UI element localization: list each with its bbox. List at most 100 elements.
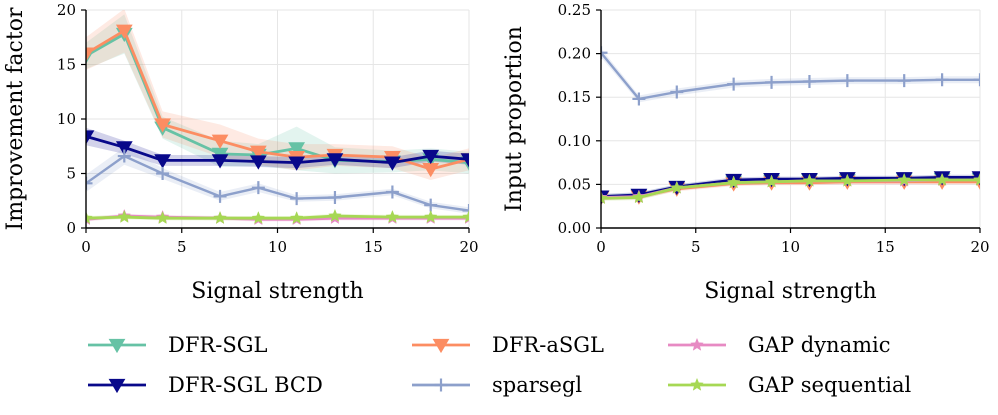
point-GAP sequential xyxy=(155,211,170,225)
legend: DFR-SGL DFR-aSGL GAP dynamic DFR-SGL BCD spa… xyxy=(88,333,912,397)
point-GAP sequential xyxy=(802,173,817,187)
series-line-GAP sequential xyxy=(86,214,469,220)
x-axis-label: Signal strength xyxy=(704,279,876,304)
y-tick-label: 15 xyxy=(57,56,76,74)
point-sparsegl xyxy=(632,92,646,106)
point-GAP sequential xyxy=(251,211,266,225)
point-DFR-aSGL xyxy=(86,47,95,62)
point-sparsegl xyxy=(670,85,684,99)
point-sparsegl xyxy=(765,75,779,89)
legend-marker xyxy=(434,378,448,392)
chart-panel-right: 0 5 10 15 20 0.00 0.05 0.10 0.15 0.20 0.25 Signal s… xyxy=(502,1,990,304)
point-DFR-SGL BCD xyxy=(422,149,440,165)
point-DFR-SGL BCD xyxy=(384,156,401,171)
point-DFR-SGL BCD xyxy=(249,155,267,170)
point-GAP sequential xyxy=(897,172,912,186)
x-tick-label: 0 xyxy=(81,238,91,256)
point-DFR-SGL BCD xyxy=(326,153,344,168)
x-tick-label: 10 xyxy=(781,238,800,256)
point-GAP sequential xyxy=(385,209,400,223)
series-line-sparsegl xyxy=(601,51,980,101)
band-DFR-SGL xyxy=(86,14,469,174)
y-tick-label: 20 xyxy=(57,1,76,19)
legend-label: DFR-aSGL xyxy=(492,333,604,357)
point-sparsegl xyxy=(251,181,265,195)
point-sparsegl xyxy=(601,46,608,60)
point-sparsegl xyxy=(727,77,741,91)
point-sparsegl xyxy=(86,176,93,190)
band-DFR-SGL BCD xyxy=(86,127,469,169)
y-tick-label: 0.00 xyxy=(558,219,591,237)
point-DFR-SGL BCD xyxy=(460,153,469,168)
legend-entry-DFR-SGL BCD: DFR-SGL BCD xyxy=(88,373,323,397)
y-tick-label: 0.15 xyxy=(558,88,591,106)
point-DFR-SGL BCD xyxy=(115,141,133,156)
x-tick-label: 10 xyxy=(268,238,287,256)
legend-label: DFR-SGL BCD xyxy=(168,373,323,397)
point-GAP sequential xyxy=(601,191,608,205)
y-tick-label: 0.10 xyxy=(558,132,591,150)
point-GAP sequential xyxy=(86,211,93,225)
x-tick-label: 15 xyxy=(876,238,895,256)
legend-marker xyxy=(690,337,704,351)
point-GAP sequential xyxy=(764,174,779,188)
legend-label: GAP dynamic xyxy=(748,333,891,357)
point-DFR-SGL BCD xyxy=(211,154,229,169)
y-tick-label: 0.25 xyxy=(558,1,591,19)
x-tick-label: 15 xyxy=(364,238,383,256)
series-line-DFR-SGL BCD xyxy=(86,135,469,165)
x-tick-label: 5 xyxy=(177,238,187,256)
point-GAP sequential xyxy=(117,209,132,223)
point-sparsegl xyxy=(462,204,469,218)
point-DFR-SGL BCD xyxy=(86,130,95,145)
x-tick-label: 20 xyxy=(459,238,478,256)
point-GAP sequential xyxy=(423,209,438,223)
legend-label: sparsegl xyxy=(492,373,582,397)
x-tick-label: 0 xyxy=(596,238,606,256)
x-axis-label: Signal strength xyxy=(191,279,363,304)
point-sparsegl xyxy=(156,167,170,180)
point-GAP sequential xyxy=(840,173,855,187)
point-GAP sequential xyxy=(213,211,227,225)
point-sparsegl xyxy=(935,73,949,87)
point-GAP sequential xyxy=(328,208,342,222)
y-axis-label: Input proportion xyxy=(502,26,527,212)
point-DFR-SGL xyxy=(288,142,306,157)
point-sparsegl xyxy=(840,74,854,88)
point-sparsegl xyxy=(385,185,399,199)
point-sparsegl xyxy=(290,192,304,206)
point-GAP sequential xyxy=(973,172,980,186)
x-tick-label: 20 xyxy=(970,238,989,256)
point-sparsegl xyxy=(973,73,980,87)
series-line-DFR-aSGL xyxy=(86,29,469,171)
legend-marker xyxy=(432,338,450,354)
point-DFR-aSGL xyxy=(249,145,267,160)
legend-marker xyxy=(690,377,704,391)
point-DFR-aSGL xyxy=(154,118,171,133)
point-GAP sequential xyxy=(462,209,469,223)
point-sparsegl xyxy=(213,189,227,203)
y-tick-label: 10 xyxy=(57,110,76,128)
y-tick-label: 0.05 xyxy=(558,175,591,193)
series-line-sparsegl xyxy=(86,154,469,212)
point-GAP sequential xyxy=(289,211,304,225)
y-axis-label: Improvement factor xyxy=(3,7,28,230)
point-sparsegl xyxy=(117,149,131,163)
plot-area xyxy=(86,10,469,226)
point-GAP sequential xyxy=(669,180,684,194)
legend-entry-DFR-SGL: DFR-SGL xyxy=(88,333,267,357)
legend-entry-GAP dynamic: GAP dynamic xyxy=(668,333,891,357)
plot-area xyxy=(601,46,980,206)
chart-panel-left: 0 5 10 15 20 0 5 10 15 20 Signal strength Improveme… xyxy=(3,1,479,304)
point-DFR-SGL BCD xyxy=(154,154,171,169)
point-GAP sequential xyxy=(726,175,741,189)
point-sparsegl xyxy=(897,74,911,88)
point-sparsegl xyxy=(328,190,342,204)
legend-marker xyxy=(108,378,126,394)
point-DFR-SGL BCD xyxy=(288,156,306,171)
y-tick-label: 0.20 xyxy=(558,45,591,63)
y-tick-label: 5 xyxy=(66,165,76,183)
legend-entry-DFR-aSGL: DFR-aSGL xyxy=(412,333,604,357)
legend-label: DFR-SGL xyxy=(168,333,267,357)
